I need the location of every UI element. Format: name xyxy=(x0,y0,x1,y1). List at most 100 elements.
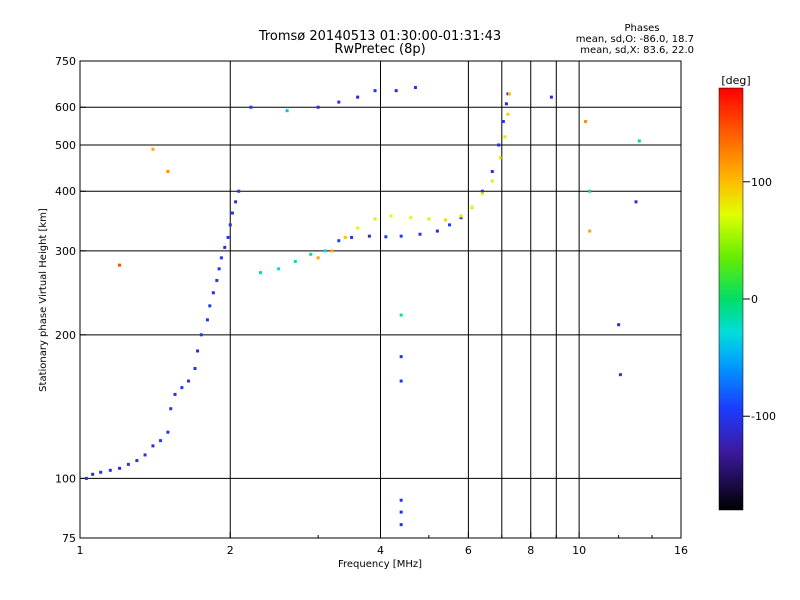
axis-ticks: 1 2 4 6 8 10 16 75 100 200 300 400 500 600 750 xyxy=(55,55,688,557)
data-point xyxy=(618,373,622,377)
stats-line-o: mean, sd,O: -86.0, 18.7 xyxy=(576,34,694,45)
data-point xyxy=(444,218,448,222)
data-point xyxy=(118,263,122,267)
data-point xyxy=(617,323,621,327)
colorbar-tick-label: 0 xyxy=(751,293,758,306)
data-point xyxy=(230,211,234,215)
y-tick-label: 100 xyxy=(55,472,76,485)
data-point xyxy=(316,256,320,260)
data-point xyxy=(507,92,511,96)
colorbar-tick-label: -100 xyxy=(751,410,776,423)
colorbar-label: [deg] xyxy=(721,74,750,87)
data-point xyxy=(91,472,95,476)
x-tick-label: 8 xyxy=(527,544,534,557)
data-point xyxy=(226,235,230,239)
data-point xyxy=(498,156,502,160)
data-point xyxy=(503,135,507,139)
data-point xyxy=(399,498,403,502)
y-tick-label: 200 xyxy=(55,329,76,342)
data-point xyxy=(480,192,484,196)
data-point xyxy=(418,232,422,236)
data-point xyxy=(409,216,413,220)
data-points xyxy=(84,85,641,527)
data-point xyxy=(448,223,452,227)
data-point xyxy=(389,214,393,218)
data-point xyxy=(399,234,403,238)
data-point xyxy=(634,200,638,204)
data-point xyxy=(259,271,263,275)
data-point xyxy=(219,256,223,260)
chart-subtitle: RwPretec (8p) xyxy=(334,42,425,57)
y-tick-label: 300 xyxy=(55,245,76,258)
data-point xyxy=(316,105,320,109)
data-point xyxy=(173,392,177,396)
data-point xyxy=(293,259,297,263)
data-point xyxy=(337,239,341,243)
data-point xyxy=(196,349,200,353)
data-point xyxy=(373,89,377,93)
data-point xyxy=(480,189,484,193)
data-point xyxy=(309,252,313,256)
data-point xyxy=(506,112,510,116)
y-tick-label: 75 xyxy=(62,532,76,545)
data-point xyxy=(84,476,88,480)
data-point xyxy=(205,318,209,322)
data-point xyxy=(217,267,221,271)
x-tick-label: 6 xyxy=(465,544,472,557)
data-point xyxy=(159,439,163,443)
data-point xyxy=(373,217,377,221)
data-point xyxy=(413,85,417,89)
y-tick-label: 600 xyxy=(55,101,76,114)
data-point xyxy=(108,468,112,472)
colorbar-tick-label: 100 xyxy=(751,176,772,189)
data-point xyxy=(356,226,360,230)
data-point xyxy=(285,109,289,113)
data-point xyxy=(399,313,403,317)
data-point xyxy=(193,366,197,370)
x-tick-label: 4 xyxy=(377,544,384,557)
data-point xyxy=(199,333,203,337)
data-point xyxy=(350,235,354,239)
x-tick-label: 16 xyxy=(674,544,688,557)
data-point xyxy=(549,95,553,99)
data-point xyxy=(343,235,347,239)
stats-line-x: mean, sd,X: 83.6, 22.0 xyxy=(580,45,694,56)
data-point xyxy=(143,453,147,457)
data-point xyxy=(427,217,431,221)
data-point xyxy=(223,245,227,249)
data-point xyxy=(490,169,494,173)
chart-title: Tromsø 20140513 01:30:00-01:31:43 xyxy=(258,29,501,44)
y-tick-label: 400 xyxy=(55,185,76,198)
x-tick-label: 10 xyxy=(572,544,586,557)
x-axis-label: Frequency [MHz] xyxy=(338,559,422,570)
data-point xyxy=(506,92,510,96)
stats-header: Phases xyxy=(624,23,659,34)
data-point xyxy=(588,189,592,193)
data-point xyxy=(367,234,371,238)
data-point xyxy=(497,143,501,147)
grid-lines xyxy=(80,61,681,538)
data-point xyxy=(180,386,184,390)
x-tick-label: 1 xyxy=(77,544,84,557)
data-point xyxy=(323,249,327,253)
data-point xyxy=(151,444,155,448)
data-point xyxy=(151,147,155,151)
data-point xyxy=(501,120,505,124)
data-point xyxy=(399,510,403,514)
data-point xyxy=(504,102,508,106)
data-point xyxy=(356,95,360,99)
data-point xyxy=(330,249,334,253)
data-point xyxy=(435,229,439,233)
colorbar xyxy=(718,87,744,511)
data-point xyxy=(187,379,191,383)
data-point xyxy=(234,200,238,204)
data-point xyxy=(459,216,463,220)
data-point xyxy=(237,189,241,193)
data-point xyxy=(211,291,215,295)
data-point xyxy=(166,430,170,434)
data-point xyxy=(384,235,388,239)
y-axis-label: Stationary phase Virtual Height [km] xyxy=(38,208,49,392)
data-point xyxy=(166,169,170,173)
